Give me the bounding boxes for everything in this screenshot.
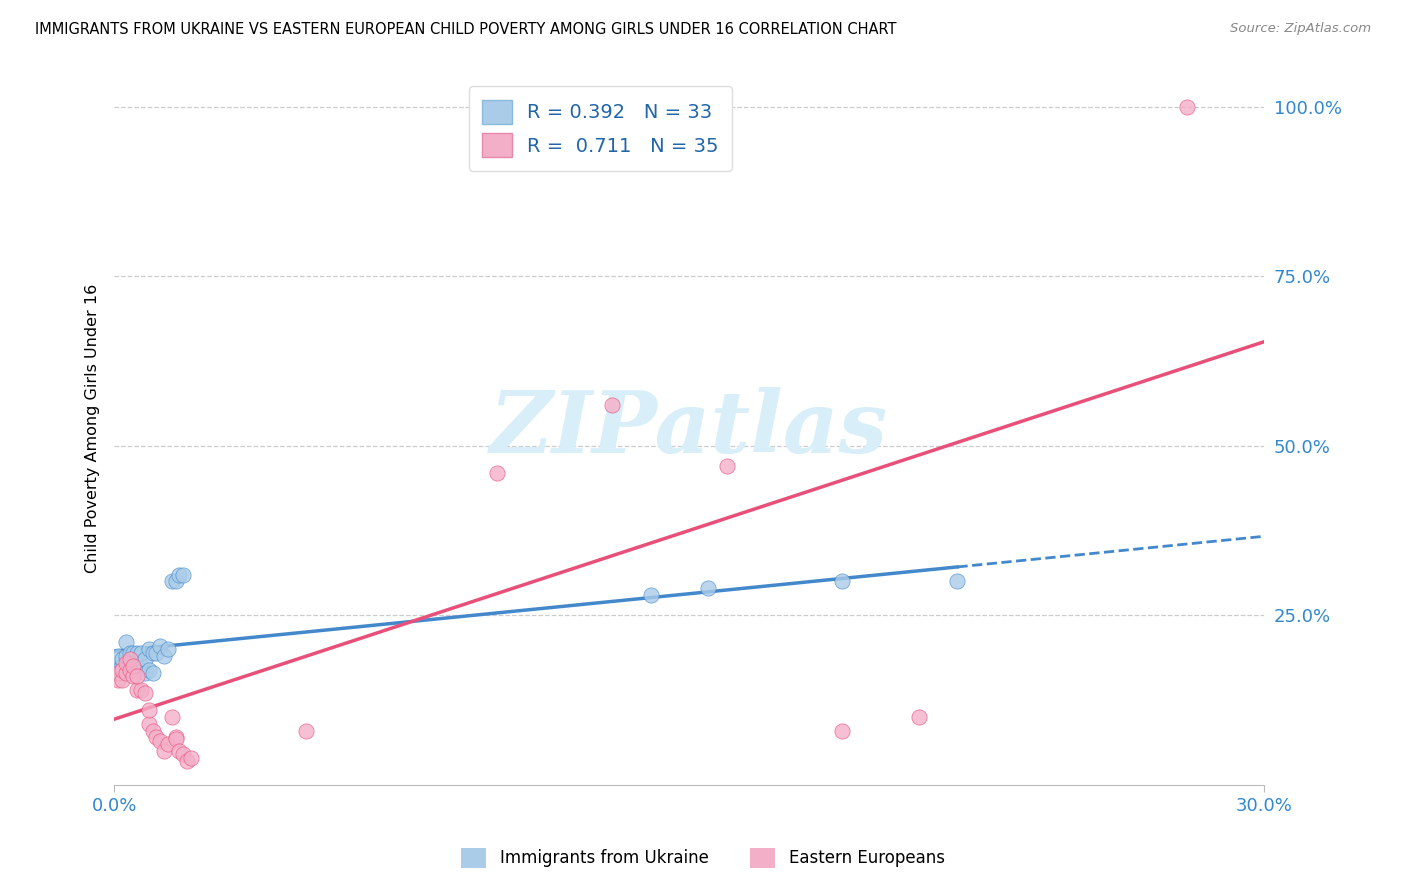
Point bbox=[172, 567, 194, 582]
Point bbox=[111, 659, 134, 673]
Text: Source: ZipAtlas.com: Source: ZipAtlas.com bbox=[1230, 22, 1371, 36]
Point bbox=[118, 656, 141, 670]
Point bbox=[129, 682, 152, 697]
Point bbox=[156, 642, 179, 657]
Point bbox=[169, 567, 191, 582]
Text: IMMIGRANTS FROM UKRAINE VS EASTERN EUROPEAN CHILD POVERTY AMONG GIRLS UNDER 16 C: IMMIGRANTS FROM UKRAINE VS EASTERN EUROP… bbox=[35, 22, 897, 37]
Point bbox=[831, 723, 853, 738]
Point bbox=[141, 665, 163, 680]
Point bbox=[602, 398, 624, 412]
Point bbox=[138, 703, 160, 717]
Point bbox=[160, 710, 183, 724]
Point bbox=[165, 731, 187, 746]
Point bbox=[118, 646, 141, 660]
Point bbox=[107, 665, 129, 680]
Point bbox=[908, 710, 931, 724]
Point bbox=[114, 665, 136, 680]
Point bbox=[145, 646, 167, 660]
Point bbox=[141, 646, 163, 660]
Point bbox=[697, 581, 720, 595]
Point bbox=[129, 659, 152, 673]
Point bbox=[138, 663, 160, 677]
Point bbox=[111, 673, 134, 687]
Point bbox=[114, 648, 136, 663]
Point bbox=[107, 648, 129, 663]
Point bbox=[114, 663, 136, 677]
Point bbox=[486, 466, 509, 480]
Point bbox=[153, 648, 176, 663]
Point bbox=[169, 744, 191, 758]
Point bbox=[122, 646, 145, 660]
Point bbox=[165, 731, 187, 745]
Point bbox=[127, 669, 149, 683]
Point bbox=[127, 646, 149, 660]
Point bbox=[107, 663, 129, 677]
Point bbox=[122, 663, 145, 677]
Point bbox=[145, 731, 167, 745]
Point bbox=[134, 652, 156, 666]
Point bbox=[831, 574, 853, 589]
Point bbox=[1177, 100, 1199, 114]
Point bbox=[107, 673, 129, 687]
Legend: Immigrants from Ukraine, Eastern Europeans: Immigrants from Ukraine, Eastern Europea… bbox=[454, 841, 952, 875]
Point bbox=[149, 639, 172, 653]
Point bbox=[129, 646, 152, 660]
Point bbox=[141, 723, 163, 738]
Point bbox=[111, 663, 134, 677]
Point bbox=[138, 642, 160, 657]
Point bbox=[153, 744, 176, 758]
Point bbox=[114, 656, 136, 670]
Point bbox=[716, 459, 738, 474]
Point bbox=[176, 754, 198, 768]
Point bbox=[118, 663, 141, 677]
Text: ZIPatlas: ZIPatlas bbox=[491, 387, 889, 471]
Point bbox=[640, 588, 662, 602]
Point bbox=[134, 686, 156, 700]
Legend: R = 0.392   N = 33, R =  0.711   N = 35: R = 0.392 N = 33, R = 0.711 N = 35 bbox=[468, 87, 733, 170]
Y-axis label: Child Poverty Among Girls Under 16: Child Poverty Among Girls Under 16 bbox=[86, 285, 100, 574]
Point bbox=[160, 574, 183, 589]
Point bbox=[946, 574, 969, 589]
Point bbox=[295, 723, 318, 738]
Point bbox=[165, 574, 187, 589]
Point bbox=[122, 659, 145, 673]
Point bbox=[149, 733, 172, 747]
Point bbox=[114, 635, 136, 649]
Point bbox=[127, 659, 149, 673]
Point bbox=[122, 669, 145, 683]
Point bbox=[156, 737, 179, 751]
Point bbox=[134, 665, 156, 680]
Point bbox=[138, 716, 160, 731]
Point bbox=[118, 652, 141, 666]
Point bbox=[111, 652, 134, 666]
Point bbox=[127, 682, 149, 697]
Point bbox=[180, 750, 202, 764]
Point bbox=[172, 747, 194, 762]
